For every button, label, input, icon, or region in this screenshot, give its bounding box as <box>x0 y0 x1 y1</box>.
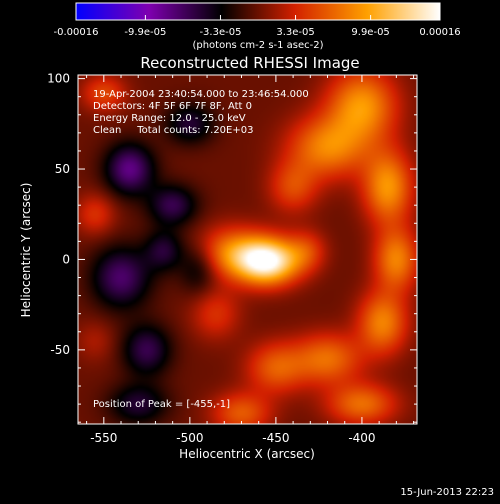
observation-annotations: 19-Apr-2004 23:40:54.000 to 23:46:54.000… <box>93 89 309 410</box>
generated-timestamp: 15-Jun-2013 22:23 <box>400 487 494 498</box>
annotation-time-range: 19-Apr-2004 23:40:54.000 to 23:46:54.000 <box>93 89 309 100</box>
annotation-energy-range: Energy Range: 12.0 - 25.0 keV <box>93 113 246 124</box>
x-tick-label: -400 <box>348 431 375 445</box>
plot-frame <box>77 74 418 425</box>
y-tick-label: -50 <box>50 343 70 357</box>
peak-position-label: Position of Peak = [-455,-1] <box>93 399 230 410</box>
colorbar-ticks: -0.00016 -9.9e-05 -3.3e-05 3.3e-05 9.9e-05 0.… <box>54 15 461 38</box>
y-tick-label: 50 <box>55 162 70 176</box>
colorbar-tick-label: -3.3e-05 <box>199 27 241 38</box>
colorbar-tick-label: -0.00016 <box>54 27 99 38</box>
colorbar-tick-label: 9.9e-05 <box>351 27 389 38</box>
colorbar-tick-label: -9.9e-05 <box>124 27 166 38</box>
colorbar-tick-label: 0.00016 <box>419 27 460 38</box>
annotation-clean-counts: Clean Total counts: 7.20E+03 <box>93 125 253 136</box>
colorbar-tick-label: 3.3e-05 <box>276 27 314 38</box>
annotation-detectors: Detectors: 4F 5F 6F 7F 8F, Att 0 <box>93 101 252 112</box>
y-axis-label: Heliocentric Y (arcsec) <box>19 183 33 318</box>
y-tick-label: 100 <box>47 72 70 86</box>
x-tick-label: -450 <box>262 431 289 445</box>
x-tick-label: -500 <box>176 431 203 445</box>
x-axis: -550 -500 -450 -400 <box>86 75 415 445</box>
colorbar <box>75 2 441 21</box>
colorbar-unit-label: (photons cm-2 s-1 asec-2) <box>192 40 323 51</box>
heatmap-image <box>78 75 417 424</box>
y-tick-label: 0 <box>62 252 70 266</box>
x-axis-label: Heliocentric X (arcsec) <box>179 447 315 461</box>
chart-title: Reconstructed RHESSI Image <box>140 54 359 72</box>
x-tick-label: -550 <box>90 431 117 445</box>
y-axis: -50 0 50 100 <box>47 72 417 423</box>
